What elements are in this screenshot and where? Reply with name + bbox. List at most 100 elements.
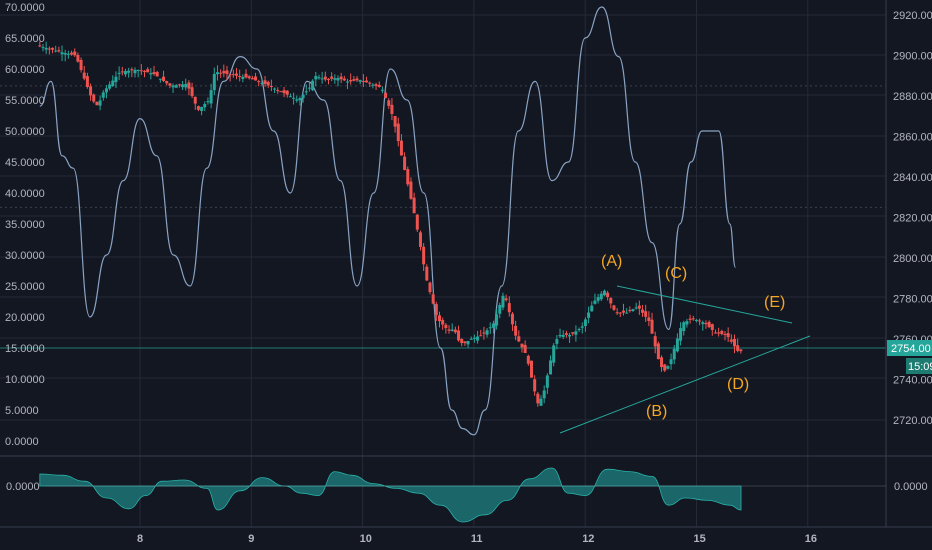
- candle-body[interactable]: [38, 45, 42, 47]
- candle-body[interactable]: [536, 393, 540, 404]
- candle-body[interactable]: [168, 83, 172, 86]
- candle-body[interactable]: [545, 375, 549, 388]
- candle-body[interactable]: [415, 214, 419, 230]
- candle-body[interactable]: [41, 47, 45, 49]
- candle-body[interactable]: [203, 104, 207, 108]
- candle-body[interactable]: [704, 323, 708, 325]
- candle-body[interactable]: [51, 47, 55, 50]
- candle-body[interactable]: [263, 80, 267, 84]
- candle-body[interactable]: [529, 360, 533, 378]
- candle-body[interactable]: [307, 87, 311, 89]
- candle-body[interactable]: [606, 292, 610, 298]
- candle-body[interactable]: [304, 91, 308, 93]
- candle-body[interactable]: [196, 106, 200, 110]
- candle-body[interactable]: [139, 70, 143, 72]
- candle-body[interactable]: [244, 73, 248, 78]
- candle-body[interactable]: [76, 54, 80, 62]
- candle-body[interactable]: [726, 333, 730, 338]
- candle-body[interactable]: [669, 359, 673, 365]
- candle-body[interactable]: [698, 320, 702, 322]
- candle-body[interactable]: [390, 104, 394, 114]
- candle-body[interactable]: [482, 332, 486, 334]
- candle-body[interactable]: [234, 73, 238, 76]
- candle-body[interactable]: [336, 78, 340, 81]
- candle-body[interactable]: [403, 156, 407, 170]
- candle-body[interactable]: [215, 72, 219, 75]
- candle-body[interactable]: [542, 390, 546, 399]
- candle-body[interactable]: [260, 82, 264, 84]
- candle-body[interactable]: [580, 326, 584, 328]
- candle-body[interactable]: [447, 329, 451, 331]
- candle-body[interactable]: [450, 329, 454, 331]
- candle-body[interactable]: [108, 84, 112, 89]
- candle-body[interactable]: [460, 338, 464, 344]
- candle-body[interactable]: [101, 92, 105, 98]
- candle-body[interactable]: [89, 86, 93, 96]
- candle-body[interactable]: [498, 305, 502, 314]
- candle-body[interactable]: [225, 70, 229, 74]
- candle-body[interactable]: [526, 355, 530, 364]
- candle-body[interactable]: [438, 315, 442, 322]
- candle-body[interactable]: [434, 304, 438, 316]
- candle-body[interactable]: [231, 74, 235, 76]
- candle-body[interactable]: [98, 100, 102, 106]
- candle-body[interactable]: [694, 319, 698, 322]
- candle-body[interactable]: [479, 335, 483, 337]
- candle-body[interactable]: [561, 334, 565, 337]
- candle-body[interactable]: [254, 76, 258, 81]
- candle-body[interactable]: [111, 80, 115, 87]
- candle-body[interactable]: [469, 338, 473, 340]
- candle-body[interactable]: [146, 69, 150, 73]
- candle-body[interactable]: [95, 101, 99, 106]
- candle-body[interactable]: [155, 72, 159, 77]
- candle-body[interactable]: [152, 72, 156, 75]
- candle-body[interactable]: [212, 73, 216, 91]
- candle-body[interactable]: [647, 317, 651, 321]
- candle-body[interactable]: [713, 332, 717, 334]
- candle-body[interactable]: [625, 312, 629, 314]
- candle-body[interactable]: [574, 331, 578, 335]
- candle-body[interactable]: [130, 69, 134, 71]
- candle-body[interactable]: [650, 319, 654, 334]
- candle-body[interactable]: [701, 322, 705, 325]
- candle-body[interactable]: [514, 325, 518, 336]
- candle-body[interactable]: [171, 85, 175, 88]
- candle-body[interactable]: [463, 341, 467, 344]
- candle-body[interactable]: [552, 345, 556, 363]
- candlestick-series[interactable]: [38, 41, 743, 407]
- candle-body[interactable]: [380, 89, 384, 91]
- candle-body[interactable]: [257, 81, 261, 83]
- candle-body[interactable]: [457, 330, 461, 341]
- candle-body[interactable]: [466, 340, 470, 345]
- candle-body[interactable]: [85, 76, 89, 87]
- candle-body[interactable]: [558, 334, 562, 337]
- candle-body[interactable]: [127, 70, 131, 73]
- candle-body[interactable]: [485, 330, 489, 335]
- candle-body[interactable]: [688, 318, 692, 320]
- candle-body[interactable]: [491, 323, 495, 328]
- candle-body[interactable]: [495, 314, 499, 326]
- candle-body[interactable]: [301, 94, 305, 99]
- candle-body[interactable]: [729, 339, 733, 342]
- candle-body[interactable]: [599, 293, 603, 300]
- candle-body[interactable]: [143, 70, 147, 72]
- candle-body[interactable]: [422, 246, 426, 265]
- candle-body[interactable]: [707, 321, 711, 328]
- candle-body[interactable]: [425, 266, 429, 281]
- candle-body[interactable]: [250, 77, 254, 80]
- candle-body[interactable]: [555, 339, 559, 344]
- candle-body[interactable]: [517, 336, 521, 342]
- candle-body[interactable]: [320, 78, 324, 80]
- candle-body[interactable]: [162, 76, 166, 82]
- candle-body[interactable]: [634, 307, 638, 309]
- candle-body[interactable]: [476, 336, 480, 341]
- candle-body[interactable]: [685, 321, 689, 325]
- candle-body[interactable]: [339, 76, 343, 80]
- candle-body[interactable]: [206, 101, 210, 103]
- candle-body[interactable]: [507, 303, 511, 313]
- candle-body[interactable]: [612, 305, 616, 310]
- candle-body[interactable]: [384, 92, 388, 98]
- candle-body[interactable]: [577, 328, 581, 330]
- candle-body[interactable]: [292, 97, 296, 99]
- candle-body[interactable]: [104, 88, 108, 93]
